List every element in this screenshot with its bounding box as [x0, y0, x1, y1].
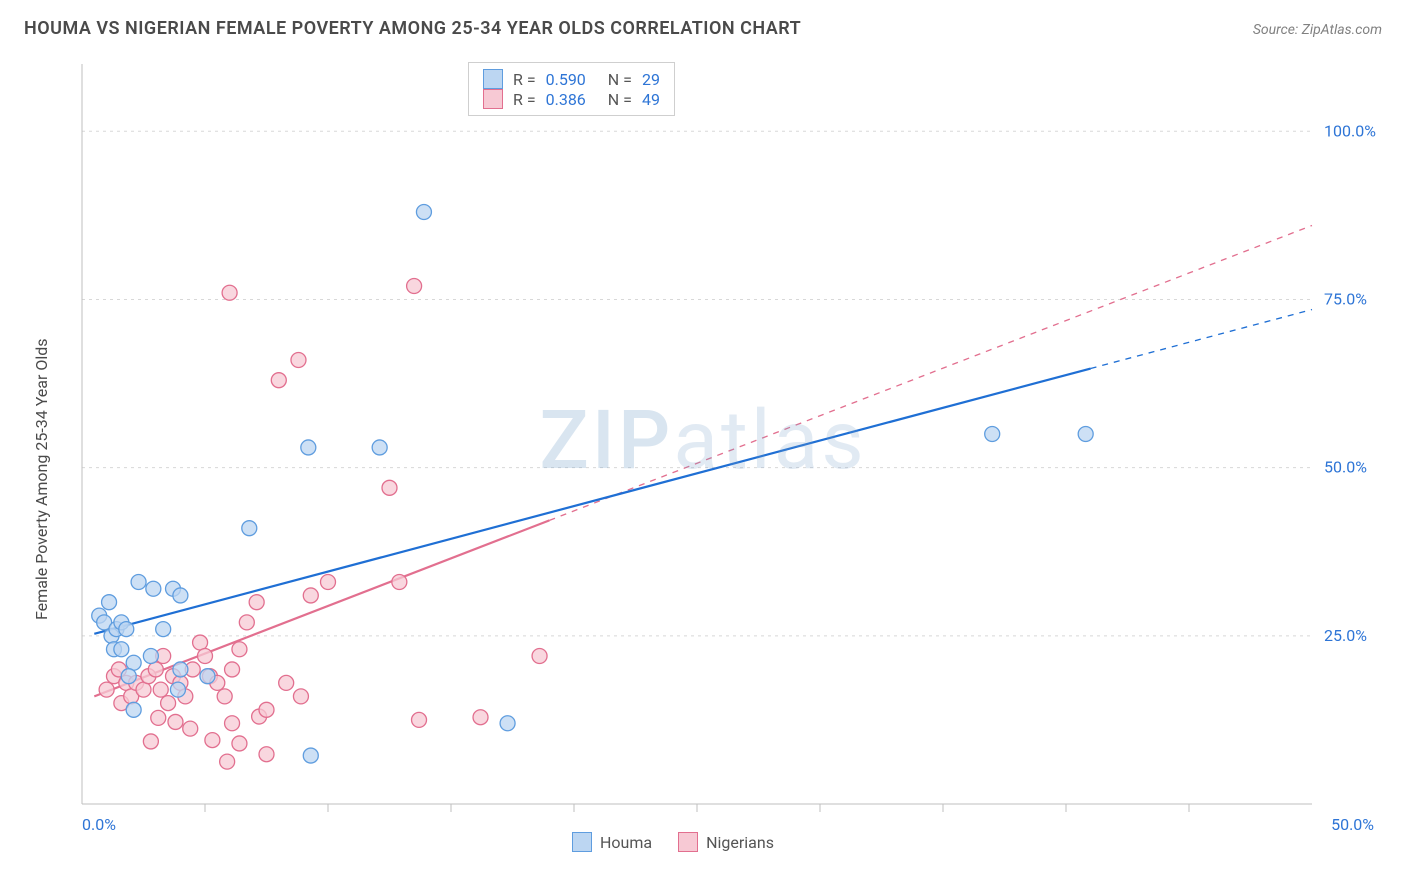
- data-point: [301, 440, 316, 455]
- legend-label: Nigerians: [706, 833, 774, 852]
- data-point: [407, 279, 422, 294]
- scatter-chart: 25.0% 50.0% 75.0% 100.0% 0.0% 50.0%: [62, 56, 1382, 836]
- legend-row: R = 0.386 N = 49: [483, 89, 660, 109]
- data-point: [321, 575, 336, 590]
- data-point: [148, 662, 163, 677]
- r-value: 0.386: [546, 90, 586, 109]
- data-point: [99, 682, 114, 697]
- data-point: [293, 689, 308, 704]
- legend-swatch: [483, 69, 503, 89]
- data-point: [242, 521, 257, 536]
- chart-title: HOUMA VS NIGERIAN FEMALE POVERTY AMONG 2…: [24, 18, 801, 39]
- legend-swatch: [678, 832, 698, 852]
- data-point: [170, 682, 185, 697]
- data-point: [143, 649, 158, 664]
- legend-swatch: [483, 89, 503, 109]
- data-point: [205, 733, 220, 748]
- data-point: [146, 581, 161, 596]
- x-min-label: 0.0%: [82, 815, 116, 834]
- n-value: 29: [642, 70, 660, 89]
- r-value: 0.590: [546, 70, 586, 89]
- data-point: [500, 716, 515, 731]
- legend-item: Nigerians: [678, 832, 774, 852]
- data-point: [232, 736, 247, 751]
- data-point: [161, 696, 176, 711]
- data-point: [249, 595, 264, 610]
- data-point: [151, 710, 166, 725]
- y-tick-label: 75.0%: [1324, 289, 1367, 308]
- data-point: [259, 747, 274, 762]
- data-point: [232, 642, 247, 657]
- data-point: [136, 682, 151, 697]
- series-legend: Houma Nigerians: [572, 832, 774, 852]
- legend-label: Houma: [600, 833, 652, 852]
- data-point: [153, 682, 168, 697]
- data-point: [217, 689, 232, 704]
- trend-line-extrapolated: [549, 225, 1312, 520]
- trend-line: [94, 369, 1090, 634]
- data-point: [126, 655, 141, 670]
- data-point: [200, 669, 215, 684]
- r-label: R =: [513, 70, 536, 89]
- data-point: [102, 595, 117, 610]
- x-max-label: 50.0%: [1331, 815, 1374, 834]
- data-point: [382, 480, 397, 495]
- data-point: [193, 635, 208, 650]
- data-point: [121, 669, 136, 684]
- legend-swatch: [572, 832, 592, 852]
- data-point: [114, 642, 129, 657]
- data-point: [225, 662, 240, 677]
- data-point: [156, 622, 171, 637]
- data-point: [532, 649, 547, 664]
- data-point: [1078, 427, 1093, 442]
- legend-row: R = 0.590 N = 29: [483, 69, 660, 89]
- data-point: [173, 588, 188, 603]
- r-label: R =: [513, 90, 536, 109]
- chart-area: 25.0% 50.0% 75.0% 100.0% 0.0% 50.0%: [62, 56, 1382, 836]
- data-point: [119, 622, 134, 637]
- data-point: [131, 575, 146, 590]
- data-point: [985, 427, 1000, 442]
- trend-line-extrapolated: [1091, 310, 1312, 369]
- data-point: [198, 649, 213, 664]
- data-point: [222, 285, 237, 300]
- y-axis-label: Female Poverty Among 25-34 Year Olds: [32, 338, 51, 620]
- data-point: [168, 714, 183, 729]
- data-point: [143, 734, 158, 749]
- data-point: [291, 353, 306, 368]
- data-point: [225, 716, 240, 731]
- data-point: [271, 373, 286, 388]
- data-point: [126, 702, 141, 717]
- data-point: [173, 662, 188, 677]
- legend-item: Houma: [572, 832, 652, 852]
- data-point: [412, 712, 427, 727]
- data-point: [239, 615, 254, 630]
- data-point: [183, 721, 198, 736]
- y-tick-label: 50.0%: [1324, 458, 1367, 477]
- source-label: Source: ZipAtlas.com: [1253, 22, 1382, 38]
- y-tick-label: 25.0%: [1324, 626, 1367, 645]
- data-point: [372, 440, 387, 455]
- y-tick-label: 100.0%: [1324, 121, 1376, 140]
- data-point: [392, 575, 407, 590]
- data-point: [279, 675, 294, 690]
- data-point: [416, 205, 431, 220]
- n-value: 49: [642, 90, 660, 109]
- data-point: [303, 588, 318, 603]
- n-label: N =: [608, 90, 632, 109]
- data-point: [303, 748, 318, 763]
- data-point: [259, 702, 274, 717]
- n-label: N =: [608, 70, 632, 89]
- data-point: [220, 754, 235, 769]
- data-point: [473, 710, 488, 725]
- correlation-legend: R = 0.590 N = 29 R = 0.386 N = 49: [468, 62, 675, 116]
